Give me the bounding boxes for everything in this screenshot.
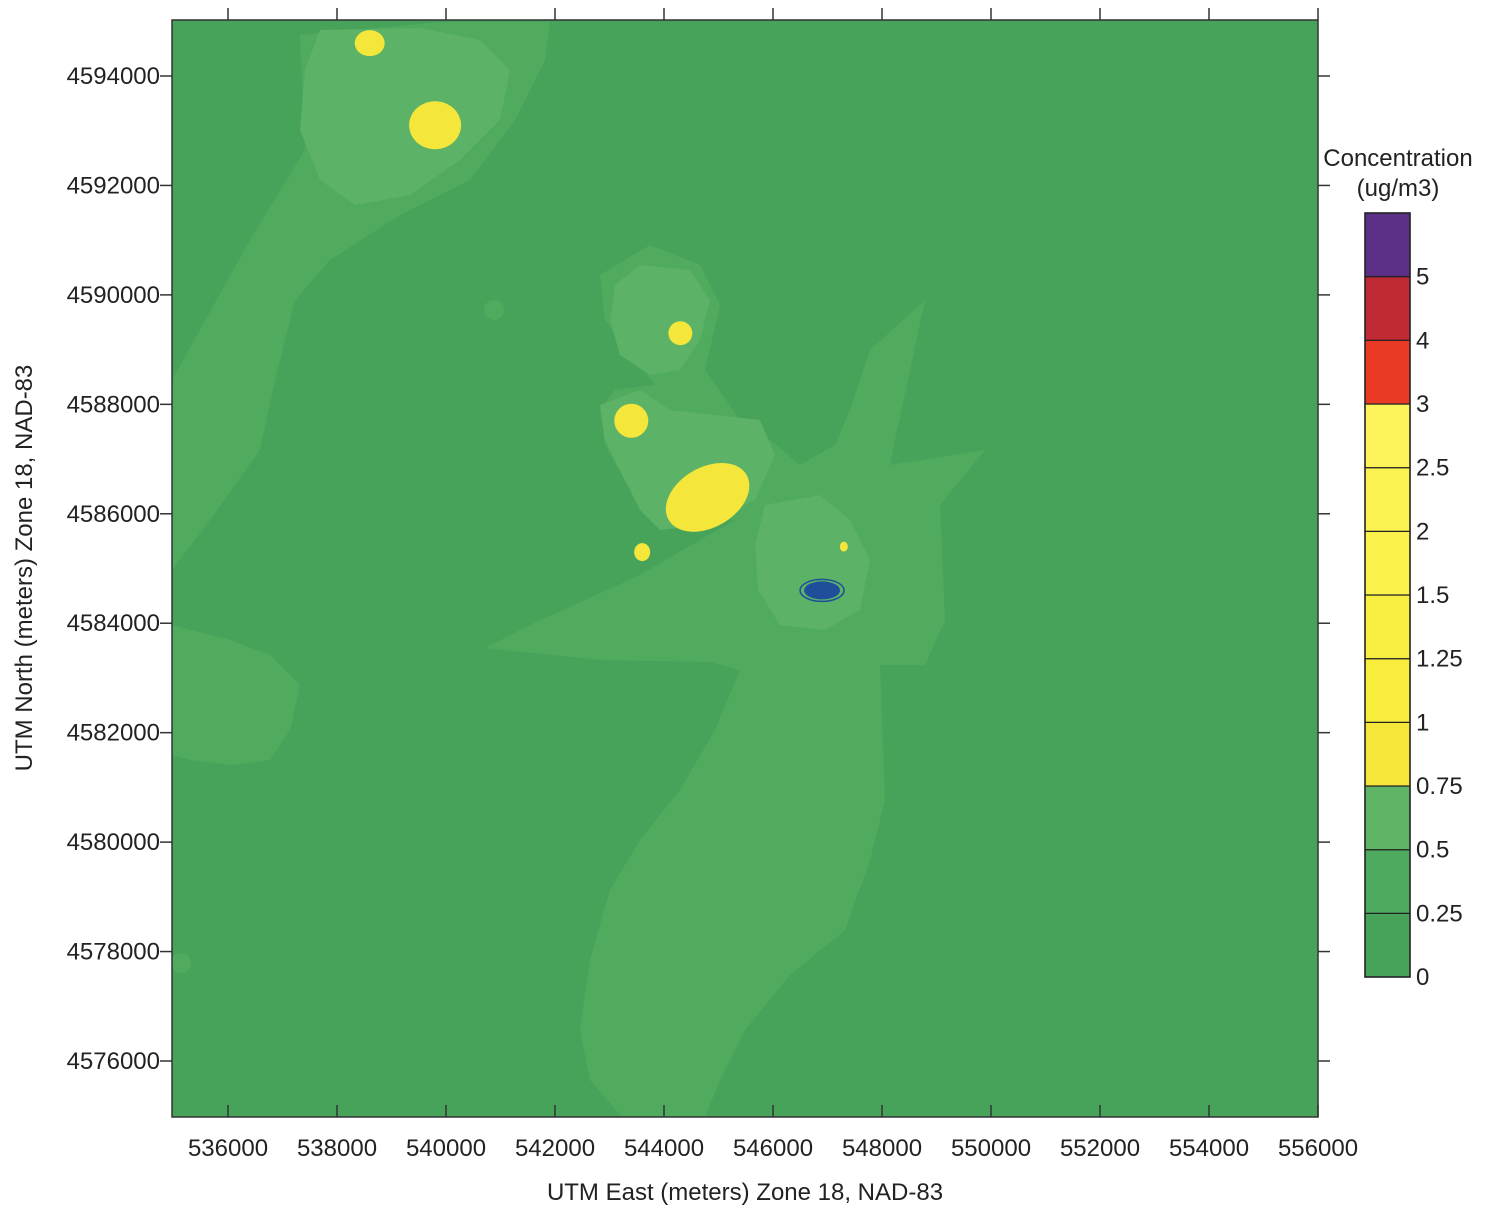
legend-level-label: 1.25 bbox=[1416, 646, 1463, 673]
legend-title-line2: (ug/m3) bbox=[1357, 175, 1440, 202]
y-tick-label: 4578000 bbox=[67, 939, 160, 966]
y-tick-label: 4576000 bbox=[67, 1048, 160, 1075]
plot-frame bbox=[171, 19, 1319, 1118]
x-axis-title: UTM East (meters) Zone 18, NAD-83 bbox=[547, 1179, 943, 1206]
legend-level-label: 1 bbox=[1416, 709, 1429, 736]
y-tick-label: 4594000 bbox=[67, 63, 160, 90]
x-tick-label: 548000 bbox=[842, 1135, 922, 1162]
legend-band bbox=[1364, 594, 1411, 660]
y-axis-title: UTM North (meters) Zone 18, NAD-83 bbox=[11, 365, 38, 772]
hotspots bbox=[354, 30, 848, 562]
x-tick-label: 542000 bbox=[515, 1135, 595, 1162]
legend-level-label: 1.5 bbox=[1416, 582, 1449, 609]
hotspot bbox=[665, 462, 750, 532]
legend-band bbox=[1364, 658, 1411, 723]
hotspot bbox=[668, 321, 693, 346]
x-axis: 536000 538000 540000 542000 544000 546000 5480… bbox=[188, 8, 1358, 1162]
y-tick-label: 4592000 bbox=[67, 172, 160, 199]
x-tick-label: 556000 bbox=[1278, 1135, 1358, 1162]
legend-band bbox=[1364, 721, 1411, 787]
small-island bbox=[172, 953, 191, 973]
x-tick-label: 544000 bbox=[624, 1135, 704, 1162]
y-tick-label: 4588000 bbox=[67, 391, 160, 418]
x-tick-label: 546000 bbox=[733, 1135, 813, 1162]
legend-level-label: 4 bbox=[1416, 327, 1429, 354]
nw-halo bbox=[300, 28, 510, 205]
legend-level-label: 2.5 bbox=[1416, 455, 1449, 482]
x-tick-label: 536000 bbox=[188, 1135, 268, 1162]
small-island bbox=[484, 300, 504, 320]
y-tick-label: 4580000 bbox=[67, 829, 160, 856]
x-tick-label: 538000 bbox=[297, 1135, 377, 1162]
hotspot bbox=[839, 541, 848, 552]
west-region bbox=[172, 625, 300, 765]
legend: Concentration (ug/m3) 0 0.25 0.5 0.75 1 1.25 1… bbox=[1323, 145, 1472, 991]
legend-band bbox=[1364, 785, 1411, 851]
legend-level-label: 3 bbox=[1416, 391, 1429, 418]
legend-band bbox=[1364, 212, 1411, 278]
legend-level-label: 0.5 bbox=[1416, 837, 1449, 864]
hotspot bbox=[409, 101, 462, 150]
hotspot bbox=[354, 30, 385, 57]
legend-band bbox=[1364, 849, 1411, 914]
legend-band bbox=[1364, 339, 1411, 405]
legend-level-label: 2 bbox=[1416, 518, 1429, 545]
center-halo bbox=[610, 265, 710, 375]
x-tick-label: 550000 bbox=[951, 1135, 1031, 1162]
legend-band bbox=[1364, 276, 1411, 341]
plot-area bbox=[172, 20, 1318, 1117]
y-tick-label: 4590000 bbox=[67, 282, 160, 309]
central-plume-region bbox=[485, 245, 985, 1117]
x-tick-label: 554000 bbox=[1169, 1135, 1249, 1162]
legend-level-label: 0.25 bbox=[1416, 900, 1463, 927]
y-tick-label: 4584000 bbox=[67, 610, 160, 637]
y-tick-label: 4586000 bbox=[67, 501, 160, 528]
y-axis: 4594000 4592000 4590000 4588000 4586000 45840… bbox=[67, 63, 1330, 1075]
y-tick-label: 4582000 bbox=[67, 720, 160, 747]
legend-band bbox=[1364, 403, 1411, 469]
source-outline bbox=[799, 578, 845, 603]
x-tick-label: 540000 bbox=[406, 1135, 486, 1162]
hotspot bbox=[614, 403, 649, 438]
legend-level-label: 0.75 bbox=[1416, 773, 1463, 800]
x-tick-label: 552000 bbox=[1060, 1135, 1140, 1162]
legend-title-line1: Concentration bbox=[1323, 145, 1472, 172]
source-area bbox=[804, 581, 841, 600]
legend-band bbox=[1364, 912, 1411, 978]
legend-frame bbox=[1364, 212, 1411, 978]
source-marker bbox=[799, 578, 845, 603]
legend-level-label: 0 bbox=[1416, 964, 1429, 991]
legend-level-label: 5 bbox=[1416, 264, 1429, 291]
legend-band bbox=[1364, 530, 1411, 596]
hotspot bbox=[634, 543, 651, 562]
legend-band bbox=[1364, 467, 1411, 532]
